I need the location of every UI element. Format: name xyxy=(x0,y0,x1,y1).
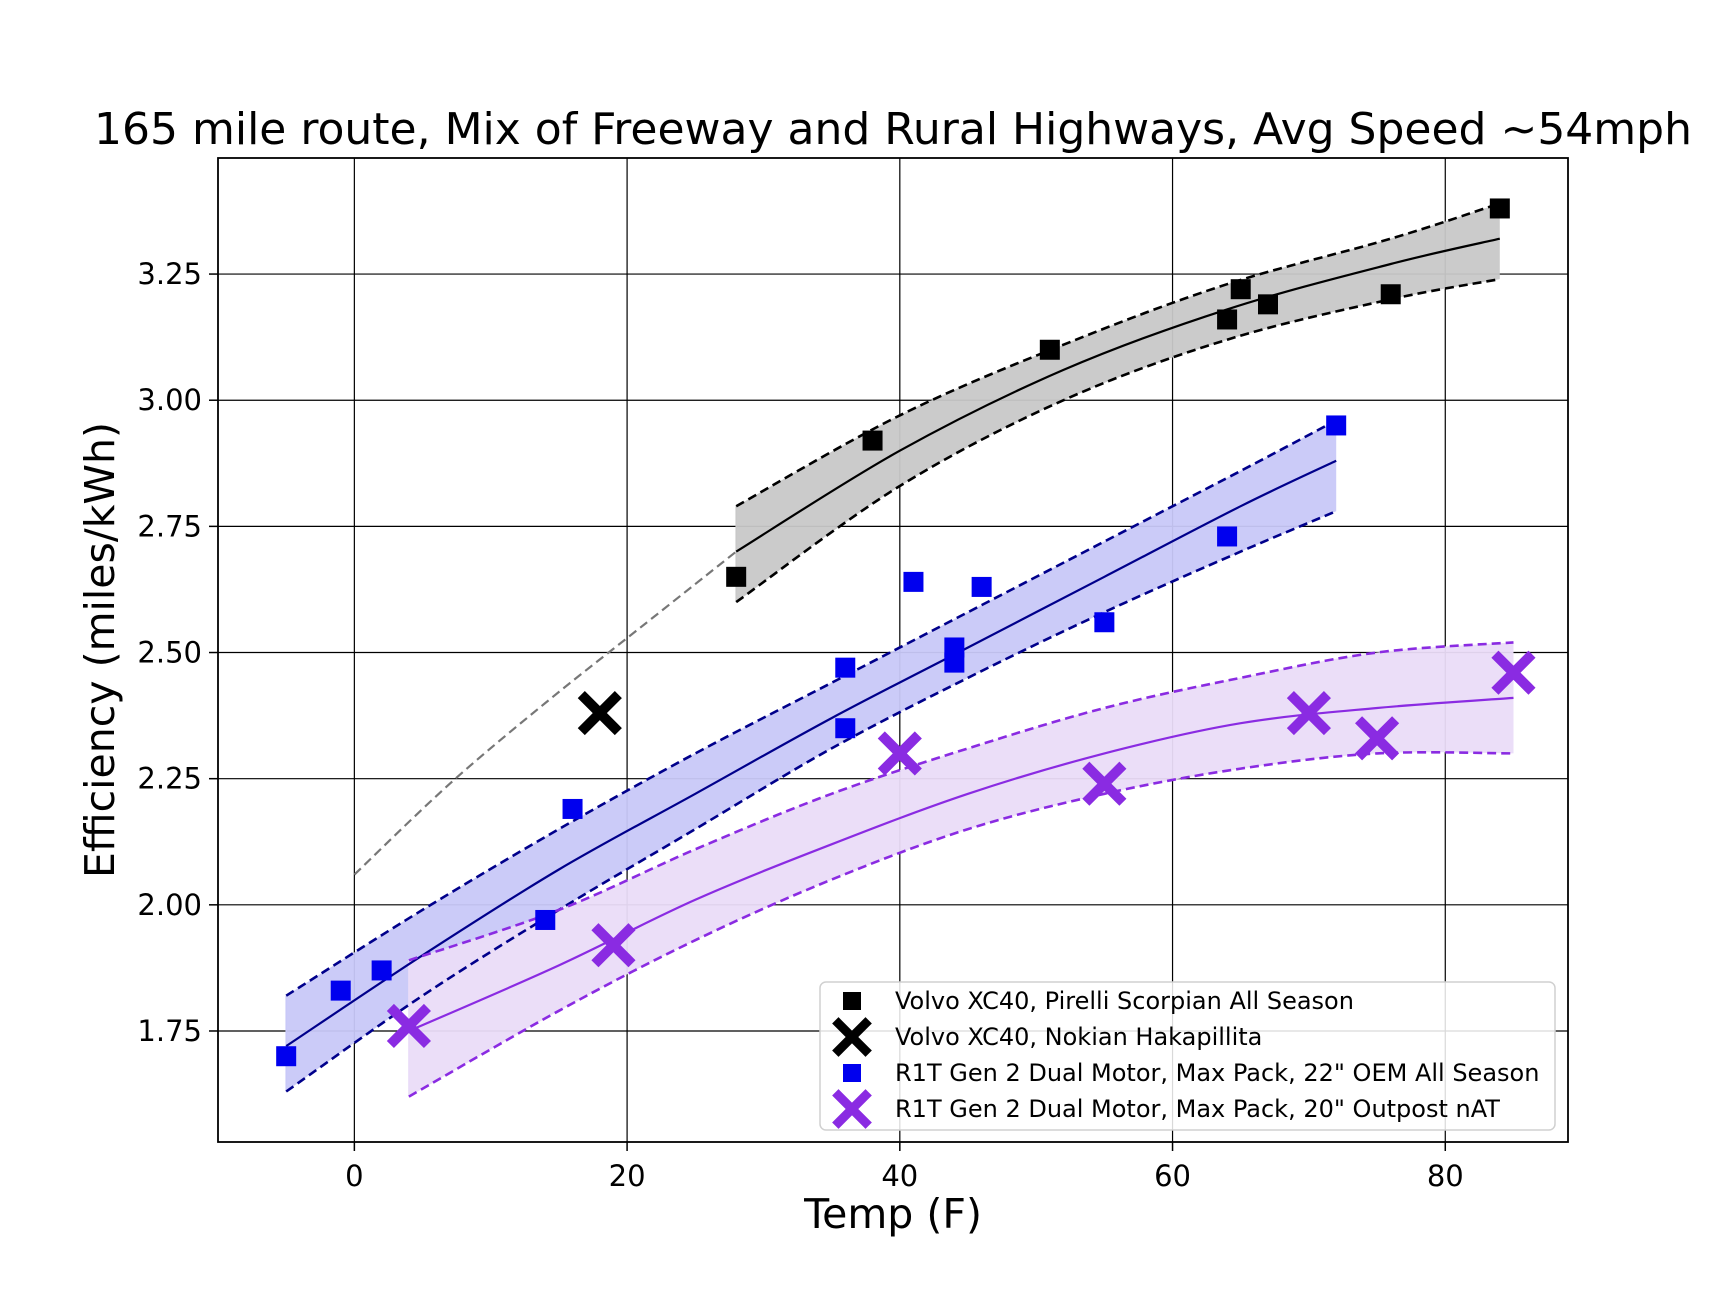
y-tick-label: 2.25 xyxy=(137,762,202,796)
x-tick-label: 60 xyxy=(1154,1159,1191,1193)
data-point xyxy=(330,980,351,1001)
data-point xyxy=(1380,284,1401,305)
data-point xyxy=(1489,198,1510,219)
y-tick-label: 2.00 xyxy=(137,888,202,922)
data-point xyxy=(1258,294,1278,315)
confidence-band xyxy=(286,420,1337,1092)
upper-bound-line xyxy=(408,641,1514,962)
data-point xyxy=(1326,415,1347,436)
data-point xyxy=(726,566,747,587)
legend-marker xyxy=(832,1017,872,1057)
confidence-band xyxy=(736,203,1500,603)
plot-frame xyxy=(217,157,1569,1143)
data-point xyxy=(944,652,965,673)
data-point xyxy=(1217,526,1238,547)
upper-bound-line xyxy=(735,202,1501,508)
data-point xyxy=(944,637,965,658)
x-tick-label: 20 xyxy=(609,1159,646,1193)
legend-frame xyxy=(819,981,1556,1131)
data-point xyxy=(577,691,622,736)
data-point xyxy=(386,1003,431,1049)
data-point xyxy=(1491,650,1536,695)
extrapolation-line xyxy=(353,550,737,876)
legend: Volvo XC40, Pirelli Scorpian All Season V… xyxy=(819,981,1556,1131)
y-tick-label: 2.75 xyxy=(137,509,202,543)
legend-label: R1T Gen 2 Dual Motor, Max Pack, 22" OEM … xyxy=(895,1059,1539,1087)
y-tick-label: 3.25 xyxy=(137,257,202,291)
data-point xyxy=(1082,761,1127,806)
legend-label: Volvo XC40, Nokian Hakapillita xyxy=(895,1023,1262,1051)
fit-line xyxy=(735,237,1501,553)
y-tick-label: 2.50 xyxy=(137,636,202,670)
data-point xyxy=(276,1046,297,1067)
x-tick-label: 0 xyxy=(345,1159,363,1193)
data-point xyxy=(1286,691,1331,736)
y-axis-title: Efficiency (miles/kWh) xyxy=(76,422,124,878)
lower-bound-line xyxy=(408,750,1514,1098)
y-tick-label: 3.00 xyxy=(137,383,202,417)
x-tick-label: 40 xyxy=(881,1159,918,1193)
data-point xyxy=(1094,612,1115,633)
x-tick-label: 80 xyxy=(1427,1159,1464,1193)
data-point xyxy=(877,731,922,776)
x-axis-title: Temp (F) xyxy=(803,1190,982,1238)
data-point xyxy=(835,657,856,678)
data-point xyxy=(903,571,924,592)
legend-marker xyxy=(843,992,861,1010)
confidence-band xyxy=(408,642,1514,1097)
data-point xyxy=(1230,279,1251,300)
data-point xyxy=(562,798,583,819)
data-point xyxy=(862,430,883,451)
data-point xyxy=(971,576,992,597)
data-point xyxy=(1039,339,1060,360)
data-point xyxy=(835,718,856,739)
data-point xyxy=(1217,309,1238,330)
legend-label: R1T Gen 2 Dual Motor, Max Pack, 20" Outp… xyxy=(895,1095,1500,1123)
data-point xyxy=(535,909,556,930)
legend-label: Volvo XC40, Pirelli Scorpian All Season xyxy=(895,987,1354,1015)
axis-ticks: 0 20 40 60 80 1.75 2.00 2.25 2.50 2.75 3.00 3.25 xyxy=(137,257,1463,1193)
y-tick-label: 1.75 xyxy=(137,1014,202,1048)
upper-bound-line xyxy=(285,419,1337,997)
fit-line xyxy=(408,696,1514,1033)
lower-bound-line xyxy=(285,510,1337,1093)
fit-line xyxy=(285,459,1337,1048)
data-point xyxy=(371,960,392,981)
data-points xyxy=(276,198,1536,1067)
legend-marker xyxy=(832,1089,872,1129)
data-point xyxy=(1355,716,1400,761)
data-point xyxy=(591,923,636,968)
chart-title: 165 mile route, Mix of Freeway and Rural… xyxy=(94,104,1692,155)
legend-marker xyxy=(843,1064,861,1082)
